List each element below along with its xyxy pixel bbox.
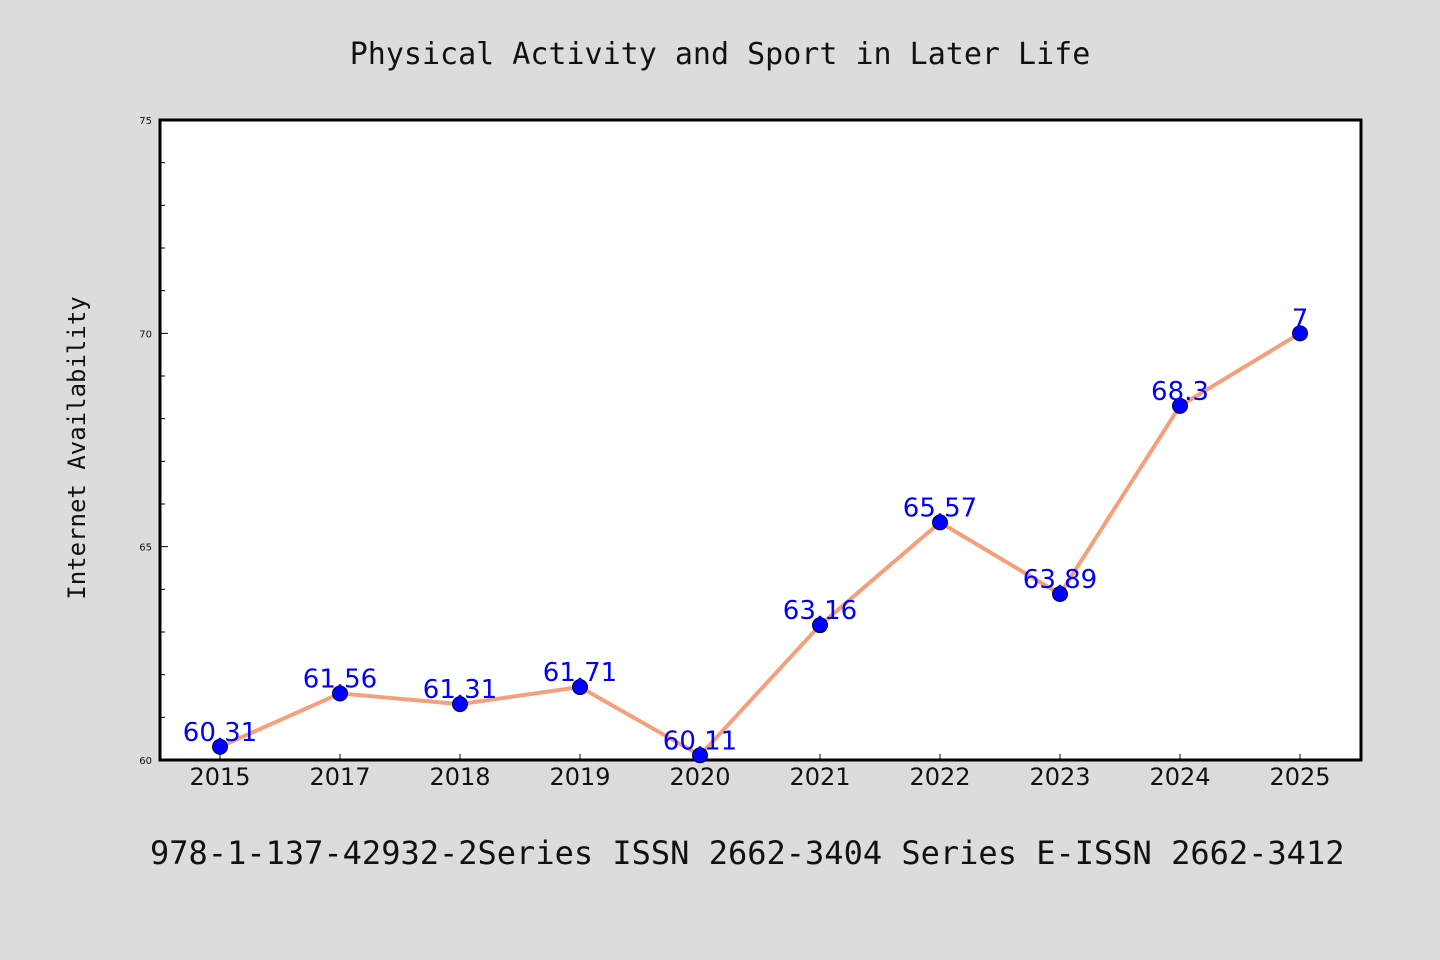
y-tick-label: 60 [139, 756, 152, 767]
data-label: 61.71 [543, 658, 617, 688]
series-line [218, 331, 1302, 758]
x-tick-label: 2017 [309, 763, 370, 791]
x-tick-label: 2022 [909, 763, 970, 791]
footer-text: 978-1-137-42932-2Series ISSN 2662-3404 S… [150, 834, 1344, 872]
data-label: 65.57 [903, 493, 977, 523]
x-tick-label: 2015 [189, 763, 250, 791]
x-tick-label: 2024 [1149, 763, 1210, 791]
x-tick-label: 2020 [669, 763, 730, 791]
data-point [452, 696, 468, 713]
data-label: 60.11 [663, 726, 737, 756]
data-point [812, 617, 828, 634]
data-series: 60.31 61.56 61.31 61.71 60.11 63.16 65.57 63.89… [183, 304, 1309, 764]
x-tick-label: 2018 [429, 763, 490, 791]
data-point [572, 679, 588, 696]
y-axis: 60 65 70 75 [139, 116, 168, 767]
data-label: 63.89 [1023, 565, 1097, 595]
data-label: 68.3 [1151, 377, 1209, 407]
data-label: 61.56 [303, 664, 377, 694]
y-tick-label: 75 [139, 116, 152, 127]
x-tick-label: 2025 [1269, 763, 1330, 791]
plot-area [158, 118, 1363, 762]
data-point [1172, 397, 1188, 414]
data-point [692, 747, 708, 764]
x-tick-label: 2021 [789, 763, 850, 791]
data-point [212, 738, 228, 755]
data-point [332, 685, 348, 702]
data-label: 60.31 [183, 718, 257, 748]
y-tick-label: 65 [139, 543, 152, 554]
x-axis: 2015 2017 2018 2019 2020 2021 2022 2023 2024 2025 [189, 754, 1331, 791]
data-label: 61.31 [423, 675, 497, 705]
x-tick-label: 2023 [1029, 763, 1090, 791]
chart-title: Physical Activity and Sport in Later Lif… [350, 37, 1091, 72]
data-label: 7 [1292, 304, 1309, 334]
data-point [1052, 586, 1068, 603]
data-label: 63.16 [783, 596, 857, 626]
x-tick-label: 2019 [549, 763, 610, 791]
data-point [1292, 325, 1308, 342]
y-axis-label: Internet Availability [63, 296, 91, 599]
y-tick-label: 70 [139, 329, 152, 340]
data-point [932, 514, 948, 531]
